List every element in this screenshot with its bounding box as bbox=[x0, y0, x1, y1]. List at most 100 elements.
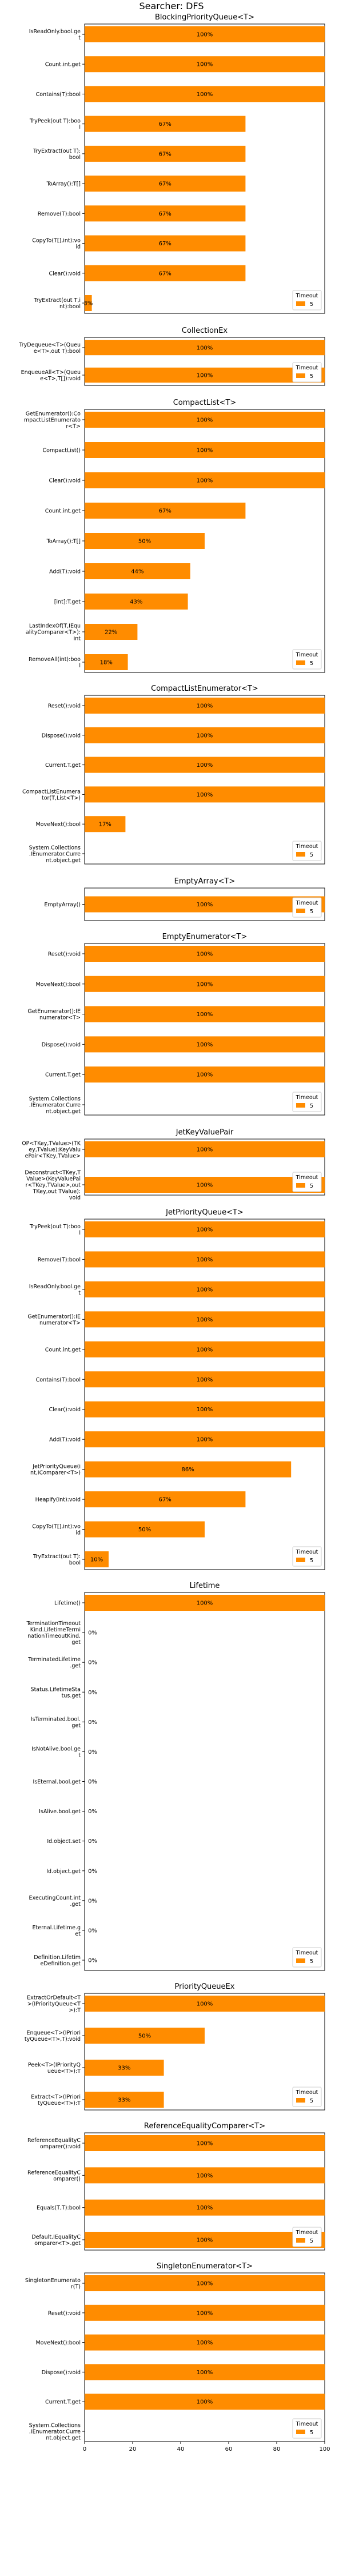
bar bbox=[85, 176, 246, 192]
category-label-line: .IEnumerator.Curre bbox=[29, 2429, 81, 2435]
legend-swatch bbox=[296, 1183, 305, 1188]
category-label: Add(T):void bbox=[49, 569, 81, 575]
panel-1: CollectionEx 100% TryDequeue<T>(Queu e<T>,o… bbox=[18, 327, 325, 386]
bar bbox=[85, 367, 325, 383]
category-label: TryPeek(out T):boo l bbox=[29, 118, 81, 131]
category-label-line: CompactList() bbox=[42, 448, 81, 454]
category-label-line: t bbox=[78, 1752, 81, 1758]
category-label-line: Reset():void bbox=[48, 2310, 81, 2316]
legend-item: 5 bbox=[310, 2238, 313, 2244]
panel-6: JetKeyValuePair 100% OP<TKey,TValue>(TK ey,… bbox=[22, 1128, 325, 1201]
bar bbox=[85, 86, 325, 102]
category-label-line: Deconstruct<TKey,T bbox=[25, 1170, 81, 1176]
category-label: Peek<T>(IPriorityQ ueue<T>):T bbox=[28, 2062, 81, 2075]
bar bbox=[85, 2199, 325, 2216]
category-label: IsTerminated.bool. get bbox=[31, 1716, 81, 1729]
category-label: JetPriorityQueue(i nt,IComparer<T>) bbox=[30, 1464, 81, 1476]
legend-item: 5 bbox=[310, 909, 313, 915]
category-label-line: nt.object.get bbox=[46, 858, 81, 864]
legend-title: Timeout bbox=[296, 365, 318, 371]
category-label: Id.object.get bbox=[46, 1868, 81, 1874]
bar bbox=[85, 26, 325, 42]
data-label: 67% bbox=[159, 211, 172, 217]
data-label: 67% bbox=[159, 508, 172, 515]
data-label: 44% bbox=[131, 569, 143, 575]
category-label-line: ExecutingCount.int bbox=[29, 1895, 81, 1901]
bar bbox=[85, 2135, 325, 2151]
category-label: TryExtract(out T): bool bbox=[33, 148, 81, 161]
legend-title: Timeout bbox=[296, 1094, 318, 1101]
legend-swatch bbox=[296, 2238, 305, 2243]
category-label-line: .IEnumerator.Curre bbox=[29, 851, 81, 858]
category-label-line: id bbox=[75, 1530, 81, 1536]
data-label: 18% bbox=[100, 660, 113, 666]
category-label: SingletonEnumerato r(T) bbox=[25, 2278, 81, 2290]
category-label: TryDequeue<T>(Queu e<T>,out T):bool bbox=[18, 342, 81, 355]
category-label-line: Contains(T):bool bbox=[36, 91, 81, 98]
legend-item: 5 bbox=[310, 301, 313, 308]
panel-title: JetKeyValuePair bbox=[176, 1128, 234, 1137]
legend-swatch bbox=[296, 660, 305, 665]
bar bbox=[85, 1595, 325, 1611]
category-label-line: bool bbox=[69, 1560, 81, 1566]
category-label-line: IsNotAlive.bool.ge bbox=[31, 1746, 81, 1752]
category-label: Heapify(int):void bbox=[35, 1497, 81, 1503]
category-label: System.Collections .IEnumerator.Curre nt.o… bbox=[29, 1096, 81, 1115]
category-label: Id.object.set bbox=[47, 1838, 81, 1845]
bar bbox=[85, 1996, 325, 2012]
data-label: 0% bbox=[88, 1898, 97, 1904]
bar bbox=[85, 2092, 164, 2108]
panel-title: CompactListEnumerator<T> bbox=[151, 684, 258, 693]
category-label: Extract<T>(IPriori tyQueue<T>):T bbox=[31, 2094, 81, 2107]
category-label: Equals(T,T):bool bbox=[37, 2205, 81, 2211]
category-label-line: TryPeek(out T):boo bbox=[29, 118, 81, 125]
category-label-line: System.Collections bbox=[29, 1096, 81, 1102]
panel-title: BlockingPriorityQueue<T> bbox=[155, 13, 254, 22]
category-label-line: RemoveAll(int):boo bbox=[29, 656, 81, 663]
category-label-line: .get bbox=[70, 1901, 81, 1908]
category-label-line: Current.T.get bbox=[45, 2399, 81, 2406]
plot-frame bbox=[84, 337, 325, 386]
bar bbox=[85, 442, 325, 458]
category-label-line: Reset():void bbox=[48, 703, 81, 710]
data-label: 100% bbox=[197, 2205, 213, 2211]
category-label-line: Enqueue<T>(IPriori bbox=[27, 2030, 81, 2036]
category-label: ReferenceEqualityC omparer():void bbox=[27, 2137, 81, 2150]
category-label-line: et bbox=[75, 1931, 81, 1937]
category-label: Status.LifetimeSta tus.get bbox=[31, 1686, 81, 1699]
category-label: Default.IEqualityC omparer<T>.get bbox=[31, 2234, 81, 2247]
x-tick-label: 60 bbox=[225, 2446, 233, 2452]
data-label: 100% bbox=[197, 1287, 213, 1293]
panel-7: JetPriorityQueue<T> 100% TryPeek(out T):bo… bbox=[27, 1208, 325, 1570]
bar bbox=[85, 1066, 325, 1083]
data-label: 100% bbox=[197, 951, 213, 958]
category-label: LastIndexOf(T,IEqu alityComparer<T>): int bbox=[26, 623, 81, 642]
category-label-line: Count.int.get bbox=[45, 1347, 81, 1353]
data-label: 67% bbox=[159, 1497, 172, 1503]
category-label-line: get bbox=[71, 1639, 81, 1646]
category-label-line: Eternal.Lifetime.g bbox=[33, 1925, 81, 1931]
category-label: Clear():void bbox=[49, 270, 81, 277]
data-label: 0% bbox=[88, 1809, 97, 1815]
legend-swatch bbox=[296, 301, 305, 306]
panel-4: EmptyArray<T> 100% EmptyArray() Timeout 5 bbox=[44, 877, 325, 921]
data-label: 100% bbox=[197, 792, 213, 798]
category-label-line: IsReadOnly.bool.ge bbox=[29, 1284, 81, 1290]
plot-frame bbox=[84, 1592, 325, 1971]
legend-title: Timeout bbox=[296, 1950, 318, 1956]
category-label-line: nationTimeoutKind. bbox=[27, 1633, 81, 1639]
category-label: [int]:T.get bbox=[54, 599, 81, 606]
data-label: 100% bbox=[197, 2237, 213, 2244]
data-label: 67% bbox=[159, 151, 172, 157]
category-label: Definition.Lifetim eDefinition.get bbox=[34, 1954, 81, 1967]
legend-swatch bbox=[296, 2098, 305, 2103]
category-label: Add(T):void bbox=[49, 1437, 81, 1443]
data-label: 100% bbox=[197, 417, 213, 424]
bar bbox=[85, 235, 246, 252]
category-label-line: EmptyArray() bbox=[44, 902, 81, 908]
category-label-line: r<TKey,TValue>,out bbox=[26, 1183, 81, 1189]
category-label: Dispose():void bbox=[42, 2370, 81, 2376]
category-label-line: EnqueueAll<T>(Queu bbox=[21, 369, 81, 376]
data-label: 22% bbox=[105, 630, 117, 636]
bar bbox=[85, 946, 325, 962]
